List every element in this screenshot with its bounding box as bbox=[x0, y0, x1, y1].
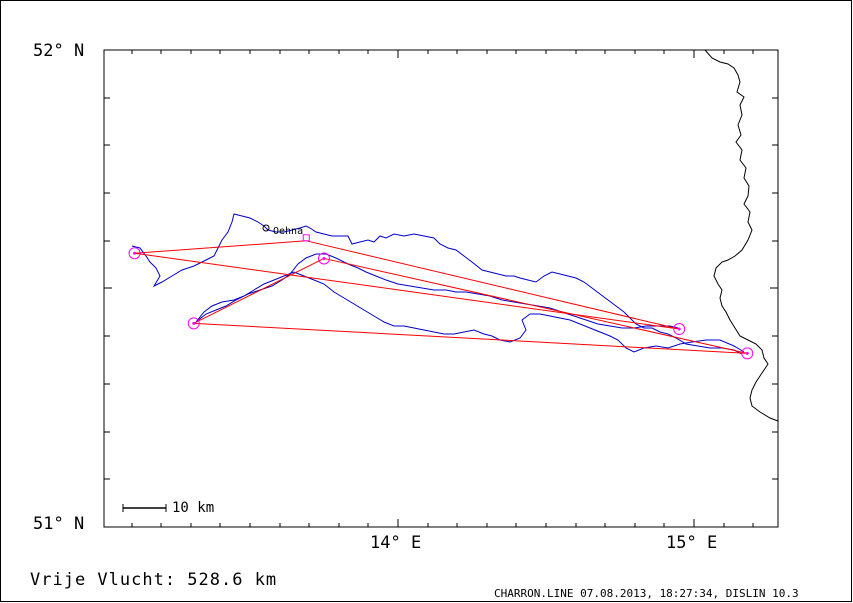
turnpoint-marker bbox=[741, 347, 754, 360]
task-legs bbox=[134, 240, 748, 354]
task-leg bbox=[306, 240, 680, 330]
task-leg bbox=[134, 252, 680, 330]
flight-distance: Vrije Vlucht: 528.6 km bbox=[30, 570, 278, 590]
task-leg bbox=[134, 240, 307, 254]
file-info: CHARRON.LINE 07.08.2013, 18:27:34, DISLI… bbox=[494, 587, 799, 600]
start-marker bbox=[302, 234, 310, 242]
lat-label-51: 51° N bbox=[33, 514, 85, 534]
scale-bar-label: 10 km bbox=[172, 500, 215, 516]
turnpoint-center bbox=[745, 351, 749, 355]
turnpoint-marker bbox=[187, 317, 200, 330]
task-leg bbox=[323, 257, 748, 354]
lat-label-52: 52° N bbox=[33, 41, 85, 61]
turnpoint-marker bbox=[318, 252, 330, 265]
lon-label-14: 14° E bbox=[370, 533, 422, 553]
axis-ticks bbox=[104, 50, 778, 527]
lon-label-15: 15° E bbox=[666, 533, 718, 553]
turnpoint-marker bbox=[128, 247, 141, 260]
task-leg bbox=[193, 258, 325, 324]
turnpoint-center bbox=[322, 256, 326, 260]
turnpoint-center bbox=[677, 327, 681, 331]
country-border bbox=[704, 49, 779, 422]
turnpoint-markers bbox=[128, 234, 754, 360]
place-label: Oehna bbox=[273, 226, 304, 237]
turnpoint-center bbox=[133, 251, 137, 255]
turnpoint-center bbox=[192, 321, 196, 325]
task-leg bbox=[193, 322, 748, 354]
turnpoint-marker bbox=[673, 323, 686, 336]
place-marker bbox=[262, 224, 270, 232]
map-border bbox=[103, 49, 779, 528]
